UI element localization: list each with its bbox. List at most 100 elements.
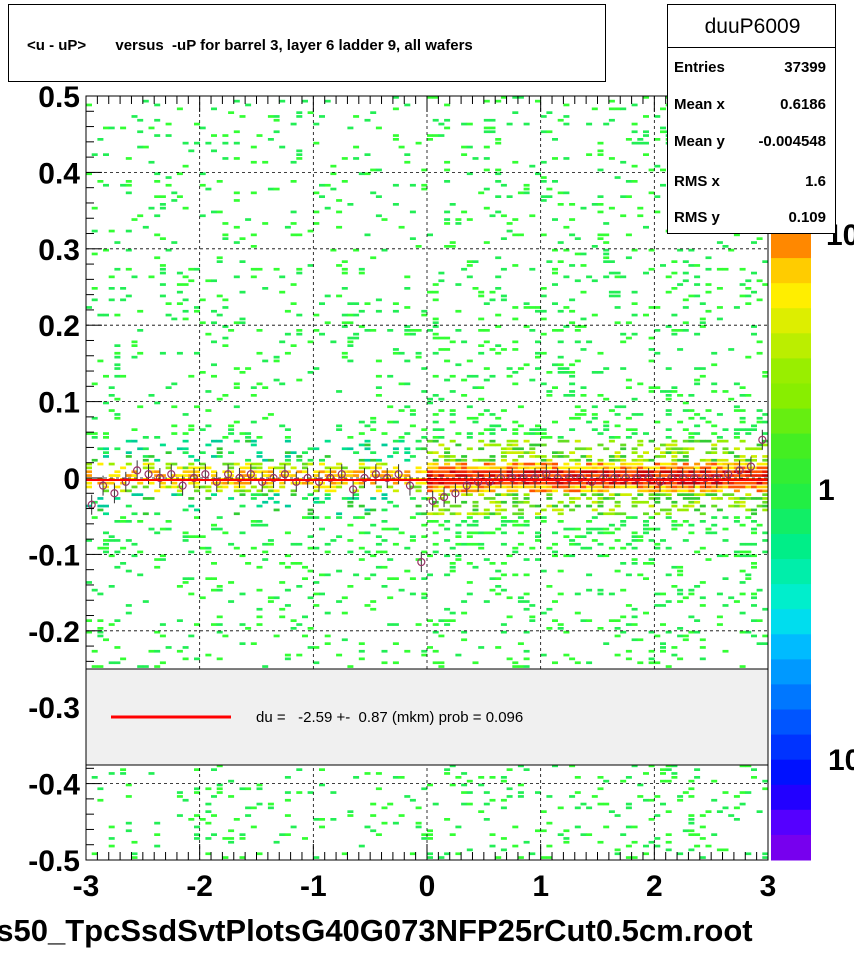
- heatmap-cell: [273, 840, 280, 844]
- heatmap-cell: [239, 237, 246, 240]
- heatmap-cell: [489, 489, 496, 493]
- heatmap-cell: [228, 581, 235, 584]
- color-bar-segment: [771, 609, 811, 635]
- heatmap-cell: [347, 344, 354, 347]
- heatmap-cell: [643, 772, 649, 775]
- heatmap-cell: [284, 462, 291, 466]
- heatmap-cell: [233, 191, 240, 195]
- heatmap-cell: [654, 527, 661, 531]
- heatmap-cell: [648, 649, 655, 653]
- heatmap-cell: [97, 546, 104, 550]
- heatmap-cell: [438, 485, 445, 489]
- heatmap-cell: [461, 638, 468, 642]
- heatmap-cell: [216, 787, 223, 791]
- heatmap-cell: [546, 130, 553, 134]
- heatmap-cell: [398, 531, 405, 535]
- heatmap-cell: [643, 520, 649, 523]
- heatmap-cell: [643, 470, 649, 474]
- heatmap-cell: [495, 508, 502, 512]
- heatmap-cell: [466, 405, 473, 409]
- heatmap-cell: [688, 504, 695, 508]
- heatmap-cell: [512, 466, 519, 470]
- heatmap-cell: [733, 497, 740, 500]
- heatmap-cell: [336, 294, 343, 298]
- heatmap-cell: [580, 348, 587, 351]
- heatmap-cell: [552, 508, 558, 512]
- heatmap-cell: [540, 195, 547, 198]
- heatmap-cell: [176, 351, 183, 355]
- heatmap-cell: [694, 432, 701, 435]
- heatmap-cell: [722, 649, 729, 653]
- heatmap-cell: [194, 787, 200, 791]
- heatmap-cell: [660, 592, 666, 596]
- heatmap-cell: [574, 413, 581, 416]
- heatmap-cell: [762, 371, 769, 374]
- heatmap-cell: [375, 374, 382, 378]
- heatmap-cell: [631, 840, 638, 844]
- color-bar-segment: [771, 809, 811, 836]
- heatmap-cell: [643, 852, 649, 856]
- heatmap-cell: [358, 432, 365, 435]
- heatmap-cell: [552, 550, 558, 554]
- heatmap-cell: [529, 378, 536, 382]
- heatmap-cell: [387, 802, 394, 806]
- heatmap-cell: [427, 512, 433, 516]
- heatmap-cell: [671, 451, 678, 454]
- heatmap-cell: [614, 814, 621, 817]
- heatmap-cell: [614, 504, 621, 508]
- heatmap-cell: [574, 592, 581, 596]
- stat-mean-y: Mean y -0.004548: [674, 133, 826, 153]
- heatmap-cell: [591, 539, 598, 542]
- heatmap-cell: [466, 802, 473, 806]
- heatmap-cell: [273, 130, 280, 134]
- heatmap-cell: [637, 443, 644, 447]
- heatmap-cell: [284, 653, 291, 657]
- heatmap-cell: [478, 512, 485, 516]
- heatmap-cell: [404, 329, 411, 332]
- heatmap-cell: [739, 386, 746, 389]
- heatmap-cell: [307, 512, 314, 516]
- heatmap-cell: [262, 542, 269, 546]
- heatmap-cell: [142, 455, 149, 458]
- heatmap-cell: [409, 577, 416, 580]
- heatmap-cell: [586, 504, 593, 508]
- heatmap-cell: [557, 512, 564, 516]
- heatmap-cell: [495, 500, 502, 504]
- heatmap-cell: [211, 363, 217, 367]
- heatmap-cell: [273, 115, 280, 118]
- heatmap-cell: [427, 573, 433, 577]
- heatmap-cell: [273, 500, 280, 504]
- heatmap-cell: [733, 432, 740, 435]
- heatmap-cell: [205, 802, 212, 806]
- heatmap-cell: [438, 348, 445, 351]
- heatmap-cell: [245, 218, 252, 221]
- heatmap-cell: [665, 489, 672, 493]
- heatmap-cell: [620, 160, 627, 164]
- heatmap-cell: [239, 531, 246, 535]
- heatmap-cell: [716, 267, 723, 271]
- heatmap-cell: [625, 195, 632, 198]
- heatmap-cell: [216, 489, 223, 493]
- heatmap-cell: [182, 581, 189, 584]
- heatmap-cell: [608, 508, 615, 512]
- heatmap-cell: [125, 455, 132, 458]
- heatmap-cell: [506, 451, 513, 454]
- heatmap-cell: [540, 508, 547, 512]
- color-bar-segment: [771, 408, 811, 435]
- heatmap-cell: [461, 210, 468, 214]
- heatmap-cell: [313, 497, 320, 500]
- color-bar-segment: [771, 483, 811, 510]
- heatmap-cell: [569, 657, 576, 661]
- heatmap-cell: [284, 455, 291, 458]
- heatmap-cell: [608, 619, 615, 622]
- heatmap-cell: [154, 458, 161, 462]
- heatmap-cell: [478, 294, 485, 298]
- heatmap-cell: [483, 466, 490, 470]
- heatmap-cell: [716, 592, 723, 596]
- heatmap-cell: [165, 386, 172, 389]
- heatmap-cell: [694, 294, 701, 298]
- heatmap-cell: [199, 535, 206, 538]
- heatmap-cell: [711, 523, 718, 527]
- heatmap-cell: [290, 180, 297, 183]
- heatmap-cell: [319, 332, 325, 336]
